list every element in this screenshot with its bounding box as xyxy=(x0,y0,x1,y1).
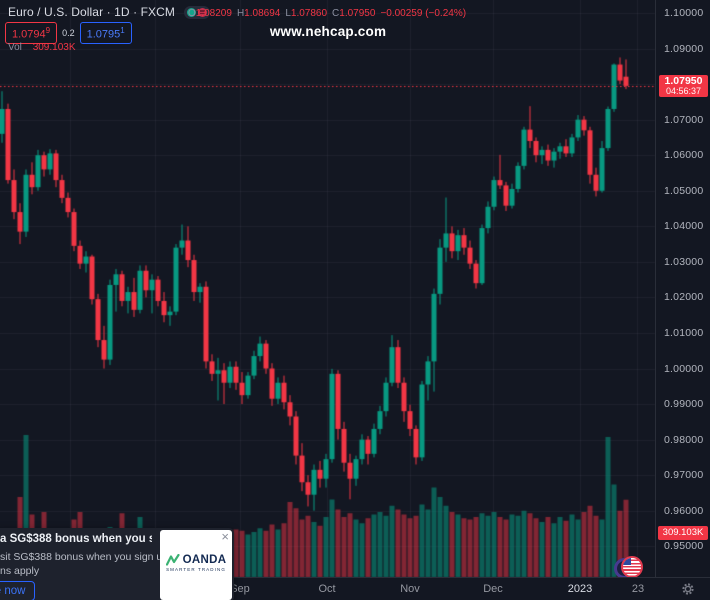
ad-brand-card[interactable]: × OANDA SMARTER TRADING xyxy=(160,530,232,600)
watermark: www.nehcap.com xyxy=(269,24,387,39)
last-price-value: 1.07950 xyxy=(664,74,703,87)
ask-pip-sup: 1 xyxy=(120,26,125,35)
price-axis-label: 1.07000 xyxy=(664,113,704,126)
bid-price-button[interactable]: 1.07949 xyxy=(5,22,58,44)
symbol-title[interactable]: Euro / U.S. Dollar · 1D · FXCM xyxy=(8,5,176,19)
close-label: C xyxy=(332,8,340,19)
price-axis-label: 1.10000 xyxy=(664,7,704,19)
ask-price-button[interactable]: 1.07951 xyxy=(79,22,132,44)
volume-value: 309.103K xyxy=(32,42,76,53)
volume-indicator-row: Vol 309.103K xyxy=(8,42,76,53)
market-open-dot-icon xyxy=(187,7,197,17)
bid-ask-row: 1.07949 0.2 1.07951 xyxy=(5,22,132,44)
time-axis-label: Oct xyxy=(318,583,336,595)
ad-close-button[interactable]: × xyxy=(221,529,229,544)
ohlc-values: O1.08209 H1.08694 L1.07860 C1.07950 −0.0… xyxy=(188,8,466,19)
low-label: L xyxy=(285,8,291,19)
time-axis-label: 2023 xyxy=(567,583,593,595)
bid-value: 1.0794 xyxy=(12,28,46,41)
oanda-logo-mark-icon xyxy=(165,554,180,566)
sell-lines-icon xyxy=(198,7,208,17)
spread-value: 0.2 xyxy=(62,27,75,38)
price-axis-label: 1.09000 xyxy=(664,42,704,55)
time-axis-label: 23 xyxy=(631,583,645,595)
volume-axis-badge: 309.103K xyxy=(658,526,708,540)
price-axis-label: 1.03000 xyxy=(664,255,704,268)
oanda-tagline: SMARTER TRADING xyxy=(166,567,226,572)
settings-gear-icon[interactable] xyxy=(681,582,695,596)
price-axis-label: 1.05000 xyxy=(664,184,704,197)
volume-label: Vol xyxy=(8,42,22,53)
ad-title: a SG$388 bonus when you sign up. xyxy=(0,533,152,545)
price-axis-label: 1.01000 xyxy=(664,326,704,339)
symbol-header: Euro / U.S. Dollar · 1D · FXCM xyxy=(8,5,211,19)
ad-cta-button[interactable]: ade now xyxy=(0,581,36,600)
time-axis-label: Nov xyxy=(400,583,420,595)
price-axis-label: 0.95000 xyxy=(664,540,704,553)
price-axis-label: 1.00000 xyxy=(664,362,704,375)
bar-countdown: 04:56:37 xyxy=(665,85,702,96)
price-axis-label: 0.99000 xyxy=(664,398,704,411)
change-value: −0.00259 (−0.24%) xyxy=(380,8,467,19)
bid-pip-sup: 9 xyxy=(45,26,51,35)
candlestick-chart-canvas[interactable] xyxy=(0,0,656,578)
price-axis[interactable]: 1.07950 04:56:37 309.103K 1.10000 1.09000… xyxy=(655,0,710,578)
price-axis-label: 0.96000 xyxy=(664,504,704,517)
market-status-toggle[interactable] xyxy=(184,5,211,19)
open-label: O xyxy=(188,8,196,19)
price-axis-label: 1.04000 xyxy=(664,220,704,233)
ad-subtitle: sit SG$388 bonus when you sign up. xyxy=(0,551,172,563)
price-axis-label: 1.06000 xyxy=(664,149,704,162)
ad-terms: ns apply xyxy=(0,565,40,577)
ad-banner[interactable]: a SG$388 bonus when you sign up. sit SG$… xyxy=(0,528,234,600)
open-value: 1.08209 xyxy=(195,8,232,19)
price-axis-label: 1.02000 xyxy=(664,291,704,304)
time-axis-label: Dec xyxy=(483,583,503,595)
high-value: 1.08694 xyxy=(244,8,281,19)
us-flag-icon xyxy=(621,556,643,578)
last-price-badge[interactable]: 1.07950 04:56:37 xyxy=(659,74,708,97)
high-label: H xyxy=(236,8,245,19)
ask-value: 1.0795 xyxy=(86,28,121,41)
oanda-logo: OANDA SMARTER TRADING xyxy=(160,554,232,572)
low-value: 1.07860 xyxy=(290,8,328,19)
price-axis-label: 0.97000 xyxy=(664,469,704,482)
time-axis-label: Sep xyxy=(230,583,250,595)
close-value: 1.07950 xyxy=(339,8,376,19)
price-axis-label: 0.98000 xyxy=(664,433,704,446)
oanda-wordmark: OANDA xyxy=(182,554,227,566)
